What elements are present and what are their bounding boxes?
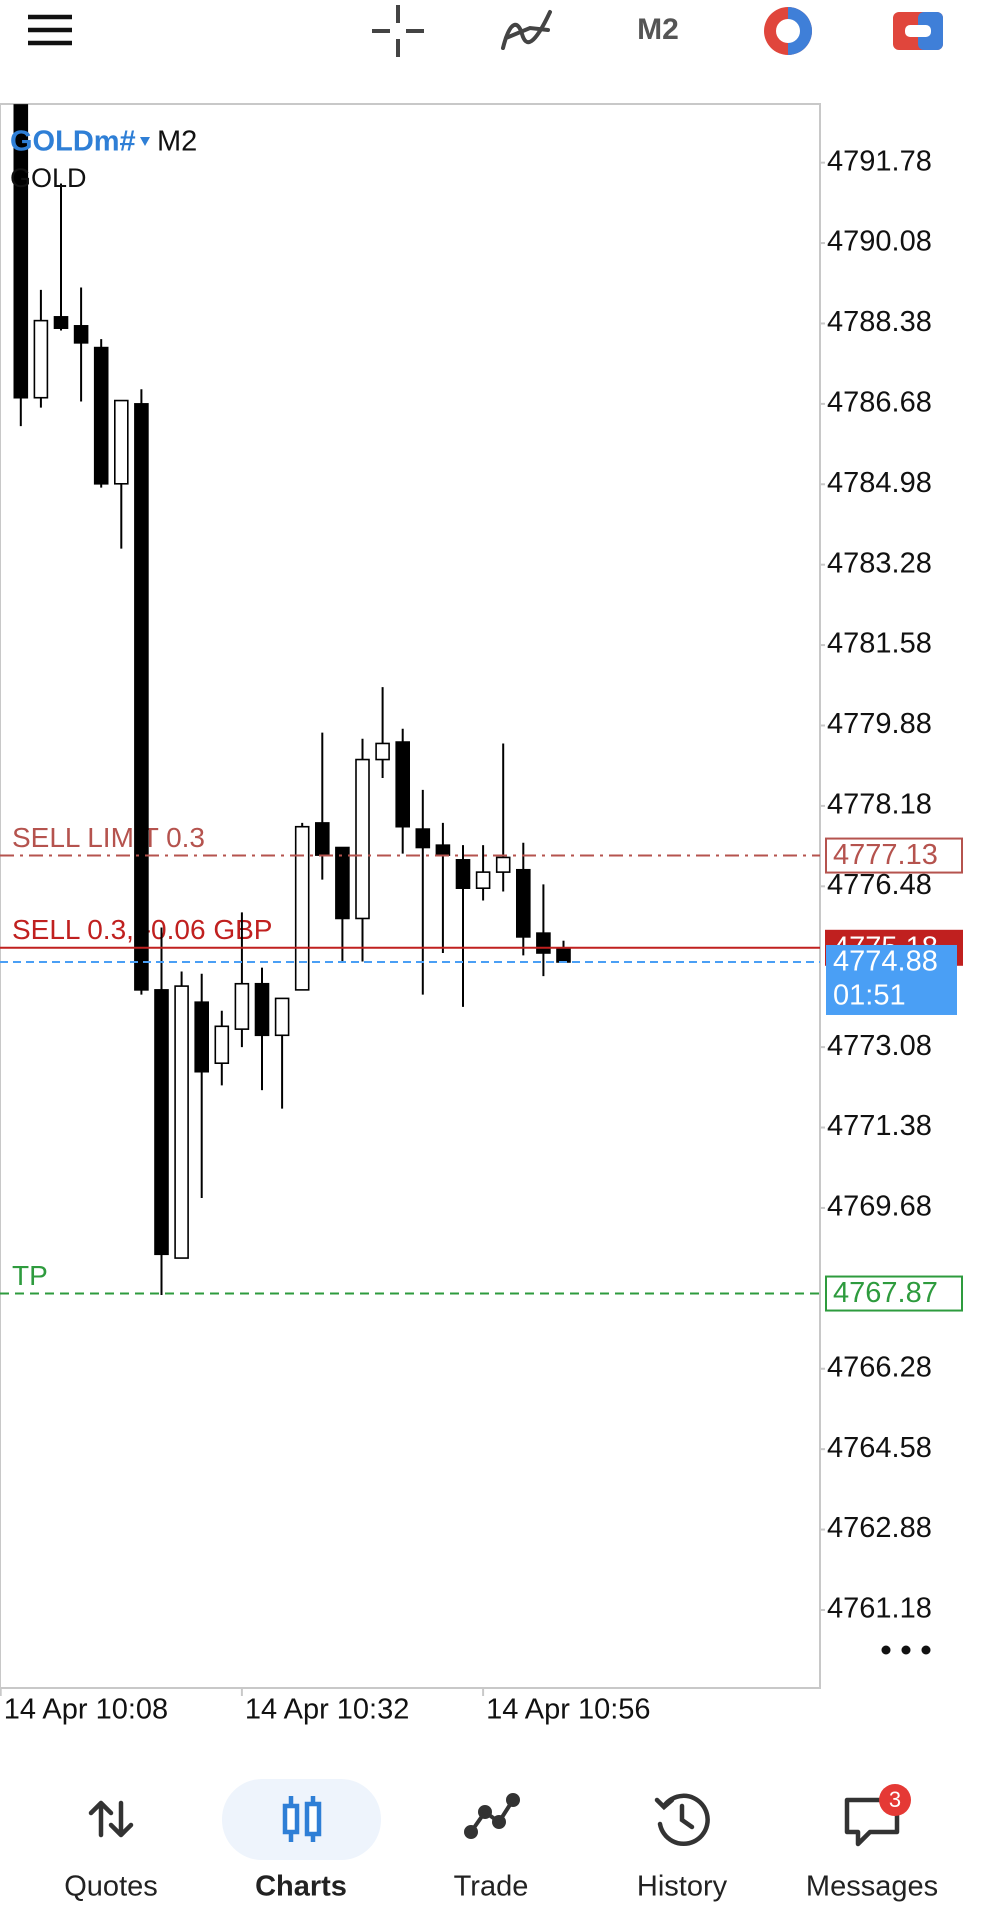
candle-body <box>536 932 551 954</box>
candle-body <box>154 989 169 1256</box>
candle-body <box>335 846 350 920</box>
candle-body <box>73 325 89 344</box>
candle-body <box>415 828 431 849</box>
y-tick-label: 4764.58 <box>827 1432 932 1464</box>
candle-body <box>274 997 290 1037</box>
y-tick-label: 4761.18 <box>827 1593 932 1625</box>
price-tag <box>825 837 963 874</box>
y-tick-label: 4776.48 <box>827 869 932 901</box>
candle-body <box>455 859 471 889</box>
y-tick-label: 4778.18 <box>827 789 932 821</box>
y-tick-label: 4781.58 <box>827 628 932 660</box>
chart-timeframe: M2 <box>157 126 197 158</box>
y-tick-label: 4779.88 <box>827 708 932 740</box>
crosshair-button[interactable] <box>372 5 424 57</box>
y-tick-label: 4771.38 <box>827 1110 932 1142</box>
candle-body <box>395 741 411 828</box>
more-button[interactable] <box>881 1645 931 1655</box>
nav-tab[interactable]: History <box>637 1871 728 1903</box>
charts-icon <box>282 1796 322 1842</box>
y-tick-label: 4786.68 <box>827 387 932 419</box>
candle-body <box>234 982 250 1030</box>
x-tick-label: 14 Apr 10:56 <box>486 1694 650 1726</box>
symbol-dropdown[interactable] <box>140 137 150 146</box>
chart-frame <box>0 103 821 1689</box>
symbol-description: GOLD <box>10 163 87 193</box>
one-click-button[interactable] <box>764 7 812 55</box>
y-tick-label: 4769.68 <box>827 1191 932 1223</box>
candle-body <box>556 948 571 963</box>
bid-tag-price: 4774.88 <box>833 946 938 978</box>
price-line-label: TP <box>12 1260 48 1291</box>
price-tag-label: 4777.13 <box>833 839 938 871</box>
candle-body <box>355 758 370 920</box>
y-tick-label: 4766.28 <box>827 1351 932 1383</box>
bid-tag <box>826 944 957 1015</box>
y-tick-label: 4783.28 <box>827 547 932 579</box>
candle-body <box>174 985 189 1259</box>
candle-body <box>475 871 491 889</box>
trade-button[interactable] <box>893 12 943 50</box>
candle-body <box>375 742 390 761</box>
nav-tab[interactable]: Trade <box>454 1871 529 1903</box>
candle-body <box>314 822 330 856</box>
x-tick-label: 14 Apr 10:32 <box>245 1694 409 1726</box>
timeframe-button[interactable]: M2 <box>637 13 679 46</box>
candle-body <box>194 1001 209 1073</box>
symbol[interactable]: GOLDm# <box>10 126 136 158</box>
y-tick-label: 4773.08 <box>827 1030 932 1062</box>
trade-icon <box>464 1793 520 1839</box>
y-tick-label: 4784.98 <box>827 467 932 499</box>
nav-tab[interactable]: Messages <box>806 1871 938 1903</box>
y-tick-label: 4788.38 <box>827 306 932 338</box>
price-tag <box>825 1275 963 1312</box>
candle-body <box>214 1025 230 1064</box>
candle-body <box>13 104 29 399</box>
nav-tab[interactable]: Quotes <box>64 1871 158 1903</box>
nav-tab[interactable]: Charts <box>255 1871 347 1903</box>
history-icon <box>654 1793 710 1847</box>
y-tick-label: 4762.88 <box>827 1512 932 1544</box>
candle-body <box>93 346 109 485</box>
indicators-button[interactable] <box>501 10 552 50</box>
candle-body <box>33 319 49 399</box>
y-tick-label: 4791.78 <box>827 145 932 177</box>
candle-body <box>53 316 69 329</box>
candle-body <box>495 856 511 873</box>
messages-badge <box>879 1784 911 1816</box>
x-tick-label: 14 Apr 10:08 <box>4 1694 168 1726</box>
badge-count: 3 <box>889 1787 901 1812</box>
bid-tag-timer: 01:51 <box>833 980 906 1012</box>
candle-body <box>134 403 149 991</box>
candle-body <box>515 868 531 938</box>
candle-body <box>254 982 270 1037</box>
menu-button[interactable] <box>28 14 72 46</box>
candle-body <box>435 844 451 856</box>
candle-body <box>294 825 310 991</box>
quotes-icon <box>88 1800 134 1838</box>
y-tick-label: 4790.08 <box>827 226 932 258</box>
price-line-label: SELL LIMIT 0.3 <box>12 822 205 853</box>
price-tag-label: 4767.87 <box>833 1277 938 1309</box>
active-tab-highlight <box>222 1779 381 1860</box>
candle-body <box>114 399 129 485</box>
